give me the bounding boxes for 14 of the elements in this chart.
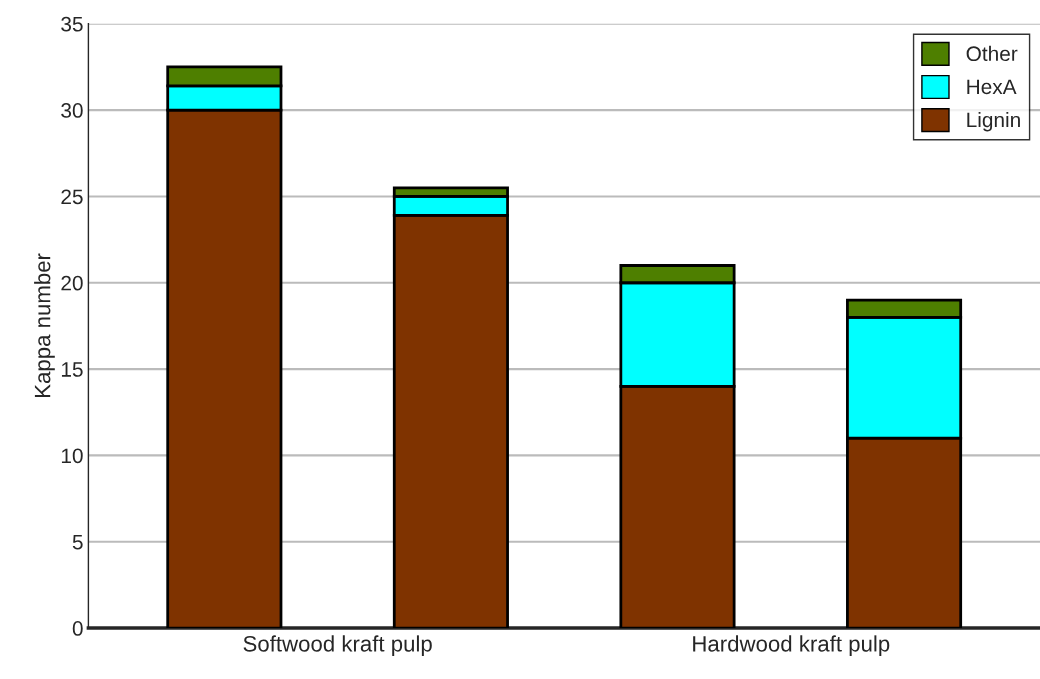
y-tick-label: 0: [72, 621, 83, 636]
legend-label: Lignin: [967, 112, 1020, 132]
y-tick-label: 30: [61, 103, 83, 118]
text: Softwood kraft pulp: [243, 635, 432, 657]
y-tick-label: 20: [61, 275, 83, 291]
y-tick-label: 10: [61, 448, 83, 464]
y-tick-label: 15: [61, 362, 83, 377]
legend-label: Other: [966, 45, 1018, 62]
y-axis-title: Kappa number: [34, 253, 55, 397]
y-tick-label: 5: [72, 534, 83, 550]
legend-label: HexA: [967, 79, 1017, 95]
y-tick-label: 25: [61, 189, 83, 205]
text: Hardwood kraft pulp: [693, 635, 890, 657]
y-tick-label: 35: [61, 16, 83, 32]
